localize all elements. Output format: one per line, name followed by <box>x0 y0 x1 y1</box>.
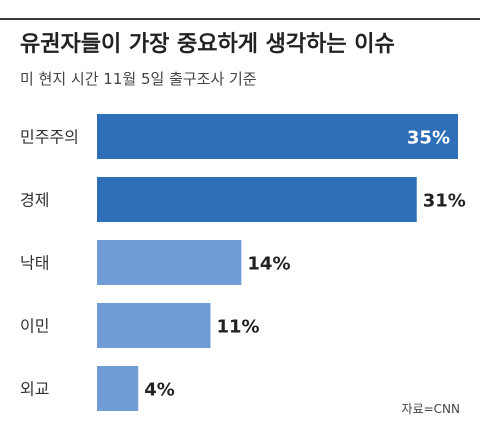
category-label: 민주주의 <box>20 128 79 147</box>
chart-title: 유권자들이 가장 중요하게 생각하는 이슈 <box>20 32 395 57</box>
chart-subtitle: 미 현지 시간 11월 5일 출구조사 기준 <box>20 70 257 88</box>
bar <box>97 177 417 222</box>
value-label: 35% <box>407 128 450 149</box>
value-label: 11% <box>216 317 259 338</box>
bar <box>97 114 458 159</box>
source-note: 자료=CNN <box>401 402 460 416</box>
value-label: 31% <box>423 191 466 212</box>
value-label: 4% <box>144 380 175 401</box>
top-rule <box>0 18 480 20</box>
bar <box>97 240 242 285</box>
category-label: 낙태 <box>20 254 49 273</box>
bar <box>97 366 139 411</box>
value-label: 14% <box>247 254 290 275</box>
bar <box>97 303 211 348</box>
category-label: 경제 <box>20 191 49 210</box>
category-label: 외교 <box>20 380 49 399</box>
category-label: 이민 <box>20 317 49 336</box>
